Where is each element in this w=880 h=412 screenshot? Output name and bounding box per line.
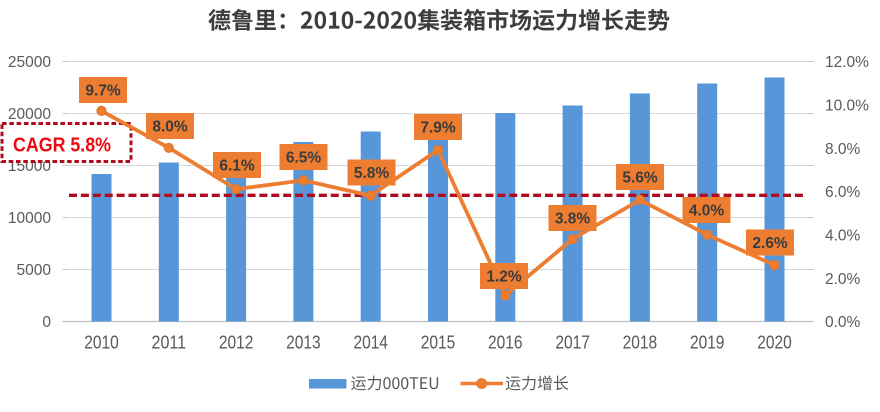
svg-text:25000: 25000 (8, 54, 51, 71)
svg-text:2020: 2020 (757, 333, 792, 353)
svg-text:6.0%: 6.0% (825, 184, 861, 201)
svg-text:2013: 2013 (286, 333, 321, 353)
svg-text:6.5%: 6.5% (286, 150, 322, 167)
svg-text:1.2%: 1.2% (486, 269, 522, 286)
svg-text:4.0%: 4.0% (689, 203, 725, 220)
svg-text:8.0%: 8.0% (152, 119, 188, 136)
svg-text:6.1%: 6.1% (219, 158, 255, 175)
svg-text:5.8%: 5.8% (354, 165, 390, 182)
svg-text:2015: 2015 (421, 333, 456, 353)
svg-text:2011: 2011 (152, 333, 187, 353)
svg-text:2014: 2014 (353, 333, 388, 353)
svg-text:2016: 2016 (488, 333, 523, 353)
svg-text:2018: 2018 (623, 333, 658, 353)
svg-text:2012: 2012 (219, 333, 254, 353)
svg-text:10000: 10000 (8, 210, 51, 227)
svg-text:CAGR 5.8%: CAGR 5.8% (13, 135, 111, 157)
svg-text:2010: 2010 (84, 333, 119, 353)
svg-text:20000: 20000 (8, 106, 51, 123)
svg-text:4.0%: 4.0% (825, 227, 861, 244)
svg-text:2017: 2017 (555, 333, 590, 353)
svg-text:9.7%: 9.7% (85, 83, 121, 100)
svg-text:0.0%: 0.0% (825, 314, 861, 331)
svg-text:10.0%: 10.0% (825, 97, 869, 114)
svg-text:3.8%: 3.8% (555, 211, 591, 228)
svg-text:5.6%: 5.6% (622, 170, 658, 187)
svg-text:0: 0 (42, 314, 51, 331)
svg-text:2.0%: 2.0% (825, 271, 861, 288)
svg-text:12.0%: 12.0% (825, 54, 869, 71)
svg-text:5000: 5000 (17, 262, 52, 279)
svg-text:2019: 2019 (690, 333, 725, 353)
svg-text:2.6%: 2.6% (752, 235, 788, 252)
svg-text:7.9%: 7.9% (420, 120, 456, 137)
svg-text:8.0%: 8.0% (825, 141, 861, 158)
